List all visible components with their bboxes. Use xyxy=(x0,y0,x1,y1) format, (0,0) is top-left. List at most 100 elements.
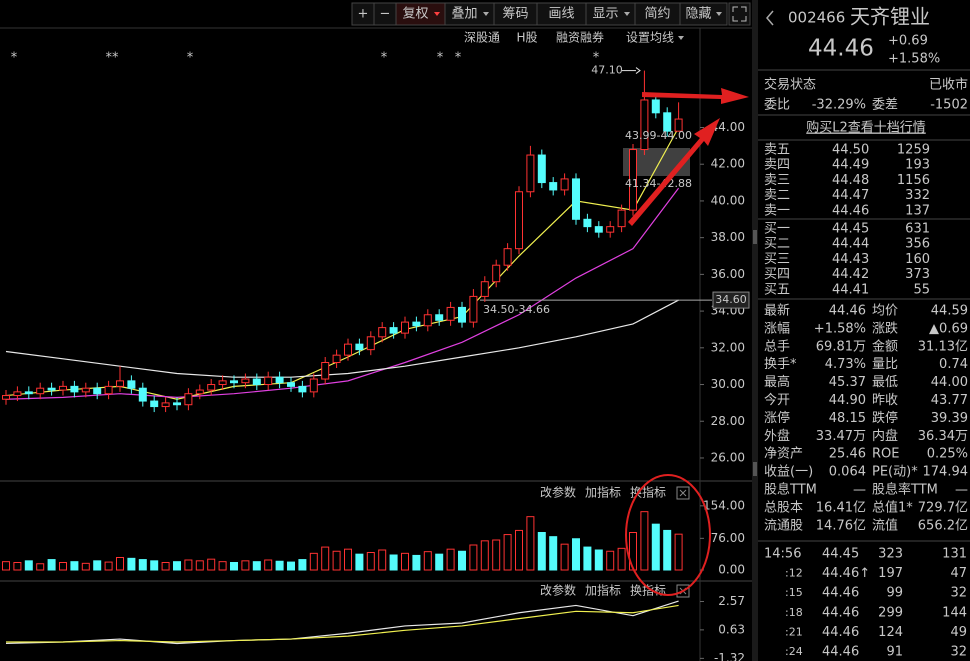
candle-body xyxy=(47,387,56,391)
volume-bar xyxy=(606,550,615,571)
close-icon xyxy=(679,489,687,497)
order-level: 买五 xyxy=(764,282,790,297)
stat-label: 跌停 xyxy=(872,410,898,426)
stat-value: 44.59 xyxy=(931,304,968,319)
toolbar-button-label: 筹码 xyxy=(502,6,528,22)
trade-price: 44.45 xyxy=(822,547,859,562)
stat-label: 流值 xyxy=(872,517,898,533)
volume-bar xyxy=(36,563,45,571)
event-marker: * xyxy=(455,51,462,66)
volume-bar xyxy=(515,529,523,571)
candle-body xyxy=(492,264,501,283)
toolbar-button-label: 隐藏 xyxy=(685,7,711,22)
close-button[interactable] xyxy=(676,486,690,500)
volume-bar xyxy=(663,529,672,571)
volume-bar xyxy=(218,561,227,571)
indicator-button[interactable]: 改参数 xyxy=(540,583,576,598)
l2-link[interactable]: 购买L2查看十档行情 xyxy=(806,120,926,136)
volume-bar xyxy=(2,561,10,571)
candle-body xyxy=(640,99,649,151)
event-marker: * xyxy=(381,51,388,66)
stat-label: 流通股 xyxy=(764,518,803,533)
stat-label: 总股本 xyxy=(764,500,803,515)
y-tick-label: 42.00 xyxy=(711,157,745,171)
candle-body xyxy=(24,391,33,395)
ratio-label: 委差 xyxy=(872,98,898,113)
status-value: 已收市 xyxy=(929,77,968,93)
candle-body xyxy=(435,314,444,321)
indicator-button[interactable]: 加指标 xyxy=(585,583,621,598)
candle-body xyxy=(207,384,216,391)
toolbar-button-label: 复权 xyxy=(402,6,428,22)
candle-body xyxy=(127,380,136,389)
highlight-circle xyxy=(625,474,711,596)
subbar-item[interactable]: 融资融券 xyxy=(556,30,604,45)
dropdown-arrow xyxy=(716,12,722,16)
order-price: 44.44 xyxy=(832,237,869,252)
candle-body xyxy=(549,182,558,191)
stat-label: 总手 xyxy=(764,339,790,354)
volume-bar xyxy=(138,559,147,571)
close-button[interactable] xyxy=(676,584,690,598)
subbar-item[interactable]: 设置均线 xyxy=(626,31,674,45)
indicator-button[interactable]: 加指标 xyxy=(585,485,621,500)
stat-value: 33.47万 xyxy=(816,429,866,444)
volume-bar xyxy=(150,560,159,571)
stat-value: — xyxy=(955,483,968,498)
fullscreen-button[interactable] xyxy=(728,2,751,26)
stat-value: 36.34万 xyxy=(918,429,968,444)
back-icon[interactable] xyxy=(766,10,774,26)
y-tick-label: 0.63 xyxy=(718,622,745,636)
order-qty: 193 xyxy=(905,158,930,173)
y-tick-label: 76.00 xyxy=(711,531,745,545)
last-price: 44.46 xyxy=(808,36,874,62)
candle-body xyxy=(674,118,683,132)
volume-bar xyxy=(594,549,603,571)
order-qty: 332 xyxy=(905,188,930,203)
volume-bar xyxy=(161,562,170,571)
trade-count: 32 xyxy=(950,586,967,601)
toolbar-button[interactable] xyxy=(679,2,728,26)
y-tick-label: 44.00 xyxy=(711,120,745,134)
candle-body xyxy=(173,402,181,406)
highlight-arrow xyxy=(628,118,720,226)
volume-bar xyxy=(298,559,307,571)
stat-label: PE(动)* xyxy=(872,465,918,480)
candle-body xyxy=(230,380,238,384)
candle-body xyxy=(264,376,273,386)
stat-value: 43.77 xyxy=(931,393,968,408)
stat-value: 44.46 xyxy=(829,304,866,319)
splitter[interactable] xyxy=(752,0,758,661)
indicator-button[interactable]: 换指标 xyxy=(630,583,666,598)
stat-label: 股息TTM xyxy=(764,482,817,498)
trade-time: :24 xyxy=(785,645,803,658)
order-qty: 160 xyxy=(905,252,930,267)
event-marker: * xyxy=(593,51,600,66)
subbar-item[interactable]: H股 xyxy=(516,31,537,45)
stat-value: 729.7亿 xyxy=(918,500,968,515)
volume-bar xyxy=(252,561,261,571)
indicator-button[interactable]: 改参数 xyxy=(540,485,576,500)
order-qty: 55 xyxy=(913,282,930,297)
indicator-button[interactable]: 换指标 xyxy=(630,485,666,500)
candle-body xyxy=(423,314,432,327)
volume-bar xyxy=(321,546,330,571)
candle-body xyxy=(252,378,261,386)
subbar-item[interactable]: 深股通 xyxy=(464,31,500,45)
candle-body xyxy=(36,387,45,395)
candle-body xyxy=(606,226,615,233)
order-price: 44.48 xyxy=(832,173,869,188)
order-qty: 373 xyxy=(905,267,930,282)
range-label: 34.50-34.66 xyxy=(483,303,550,316)
trade-count: 144 xyxy=(942,605,967,620)
candle-body xyxy=(2,395,10,400)
candle-body xyxy=(218,380,227,386)
volume-bar xyxy=(617,547,626,571)
moving-average-line xyxy=(5,187,680,400)
volume-bar xyxy=(93,560,102,571)
candle-body xyxy=(150,400,159,408)
volume-bar xyxy=(412,554,421,571)
volume-bar xyxy=(572,538,580,571)
event-marker: * xyxy=(187,51,194,66)
